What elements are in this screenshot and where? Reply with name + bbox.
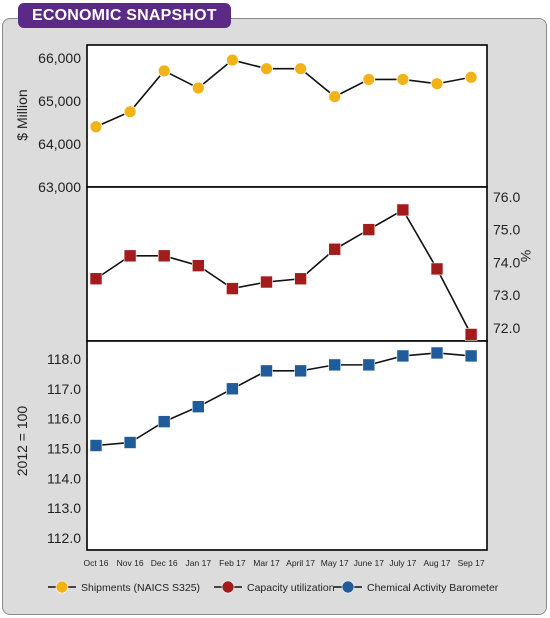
panel-1-point <box>89 120 103 134</box>
panel-2-point <box>260 275 273 289</box>
panel-1-point <box>191 81 205 95</box>
x-tick-label: Feb 17 <box>219 558 246 568</box>
panel-2-point <box>396 203 410 217</box>
panel-3-ytick-label: 114.0 <box>47 470 81 486</box>
panel-3-plot-area <box>86 340 488 551</box>
panel-3-y-axis-label: 2012 = 100 <box>14 406 30 477</box>
panel-3-ytick-label: 116.0 <box>47 411 81 427</box>
legend-label: Capacity utilization <box>247 582 335 594</box>
x-tick-label: Oct 16 <box>83 558 108 568</box>
panel-2-point <box>294 272 307 286</box>
legend-label: Shipments (NAICS S325) <box>81 582 200 594</box>
legend-marker <box>341 580 355 594</box>
panel-2-point <box>362 223 376 236</box>
panel-1-point <box>294 62 308 76</box>
x-tick-label: Jan 17 <box>186 558 212 568</box>
x-tick-label: July 17 <box>389 558 416 568</box>
x-tick-label: Nov 16 <box>117 558 144 568</box>
panel-1-point <box>157 64 171 78</box>
panel-2-ytick-label: 73.0 <box>493 287 520 303</box>
panel-3-point <box>260 364 273 378</box>
panel-3-point <box>89 439 103 452</box>
panel-2-point <box>157 249 171 263</box>
panel-1-point <box>225 53 239 67</box>
panel-3-point <box>430 346 444 360</box>
x-tick-label: May 17 <box>321 558 349 568</box>
panel-2-point <box>430 262 444 276</box>
panel-2-point <box>89 272 103 286</box>
x-tick-label: Mar 17 <box>253 558 280 568</box>
x-tick-label: Dec 16 <box>151 558 178 568</box>
panel-3-point <box>362 358 376 372</box>
panel-1-point <box>362 73 376 86</box>
panel-3-point <box>157 415 171 428</box>
panel-1-point <box>396 73 410 86</box>
panel-1-ytick-label: 66,000 <box>38 50 81 66</box>
panel-1-point <box>464 70 478 84</box>
panel-1-ytick-label: 64,000 <box>38 136 81 152</box>
panel-3-point <box>464 349 478 363</box>
panel-1-point <box>123 105 137 119</box>
panel-2-ytick-label: 75.0 <box>493 222 520 238</box>
legend-label: Chemical Activity Barometer <box>367 582 499 594</box>
panel-2-point <box>192 259 205 272</box>
panel-2-ytick-label: 76.0 <box>493 189 520 205</box>
panel-3-ytick-label: 112.0 <box>47 530 81 546</box>
panel-3-ytick-label: 113.0 <box>47 500 81 516</box>
panel-2-ytick-label: 74.0 <box>493 254 520 270</box>
panel-1-ytick-label: 65,000 <box>38 93 81 109</box>
panel-3-point <box>396 349 410 363</box>
legend-marker <box>55 580 69 594</box>
panel-3-ytick-label: 118.0 <box>47 351 81 367</box>
panel-3-point <box>123 436 137 449</box>
panel-1-ytick-label: 63,000 <box>38 179 81 195</box>
panel-3-ytick-label: 117.0 <box>47 381 81 397</box>
x-tick-label: April 17 <box>286 558 315 568</box>
panel-1-y-axis-label: $ Million <box>14 89 30 140</box>
panel-3-point <box>192 400 205 413</box>
panel-1-point <box>328 90 342 104</box>
panel-2-point <box>226 282 239 295</box>
x-tick-label: Sep 17 <box>458 558 485 568</box>
panel-3-point <box>226 382 239 396</box>
panel-2-ytick-label: 72.0 <box>493 320 520 336</box>
x-tick-label: Aug 17 <box>424 558 451 568</box>
panel-1-point <box>430 77 444 91</box>
panel-2-plot-area <box>86 186 488 342</box>
panel-3-ytick-label: 115.0 <box>47 440 81 456</box>
panel-2-point <box>123 249 137 263</box>
panel-1-point <box>260 62 273 76</box>
panel-2-point <box>328 242 342 256</box>
panel-3-point <box>294 364 307 378</box>
panel-2-point <box>464 328 478 341</box>
section-badge: ECONOMIC SNAPSHOT <box>18 3 231 28</box>
panel-2-y-axis-label: % <box>518 250 534 262</box>
panel-1-plot-area <box>86 44 488 188</box>
legend-marker <box>221 580 235 594</box>
panel-3-point <box>328 358 342 372</box>
x-tick-label: June 17 <box>354 558 385 568</box>
